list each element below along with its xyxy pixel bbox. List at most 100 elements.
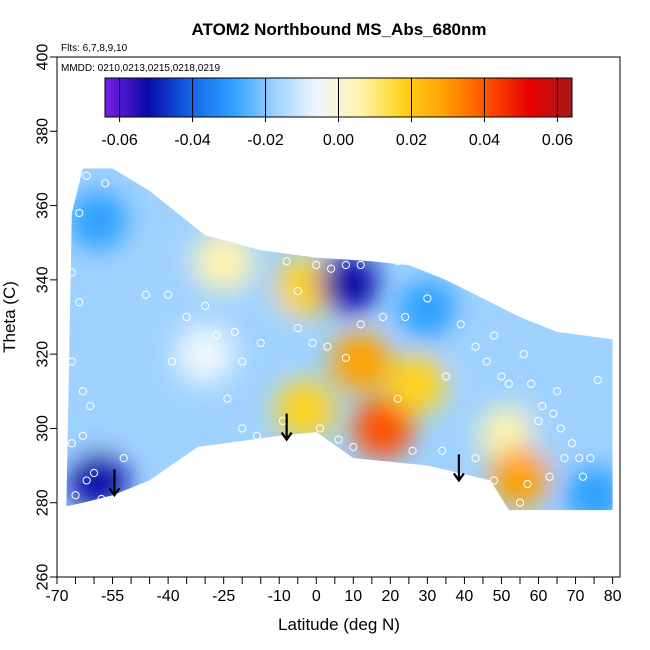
observation-point [78, 431, 88, 440]
observation-point [349, 442, 358, 452]
observation-point [549, 409, 558, 418]
x-tick-label: -70 [45, 588, 68, 605]
x-tick-label: 0 [312, 588, 321, 605]
observation-point [471, 454, 480, 463]
flights-annotation: Flts: 6,7,8,9,10 [61, 43, 128, 54]
heatmap-cell [67, 190, 128, 251]
observation-point [497, 372, 506, 381]
observation-point [586, 454, 595, 463]
dates-annotation: MMDD: 0210,0213,0215,0218,0219 [61, 63, 220, 74]
observation-point [67, 357, 76, 366]
observation-point [78, 387, 88, 396]
x-tick-label: 40 [456, 588, 474, 605]
observation-point [527, 379, 536, 388]
observation-point [71, 168, 80, 177]
x-tick-label: -55 [101, 588, 124, 605]
y-tick-label: 280 [35, 489, 52, 516]
y-tick-label: 320 [35, 341, 52, 368]
observation-point [545, 472, 554, 481]
observation-point [67, 268, 76, 277]
observation-point [523, 480, 532, 489]
observation-point [256, 338, 265, 348]
x-tick-label: 20 [381, 588, 399, 605]
y-tick-label: 260 [35, 564, 52, 591]
observation-point [312, 260, 321, 270]
colorbar-tick-label: 0.02 [396, 132, 427, 149]
observation-point [223, 394, 232, 403]
observation-point [441, 372, 451, 381]
observation-point [252, 431, 262, 440]
observation-point [356, 320, 365, 329]
observation-point [230, 327, 239, 336]
x-tick-label: -40 [157, 588, 180, 605]
down-arrow-icon [280, 413, 293, 442]
x-tick-label: -25 [212, 588, 235, 605]
observation-point [119, 454, 128, 463]
heatmap-cell [538, 324, 599, 385]
observation-point [75, 208, 84, 218]
observation-point [308, 338, 317, 348]
observation-point [534, 416, 543, 426]
observation-point [515, 498, 525, 507]
observation-point [489, 476, 499, 485]
x-tick-label: 80 [604, 588, 622, 605]
heatmap-cell [230, 287, 291, 347]
heatmap-cell [275, 379, 336, 440]
observation-point [293, 324, 302, 333]
heatmap-cell [66, 398, 117, 459]
heatmap-cell [489, 446, 550, 507]
observation-point [293, 286, 302, 296]
heatmap-features [66, 190, 613, 511]
x-tick-label: 50 [493, 588, 511, 605]
observation-point [552, 387, 562, 396]
observation-point [578, 472, 588, 481]
observation-point [393, 257, 402, 266]
observation-point [201, 301, 210, 310]
observation-point [341, 260, 351, 270]
observation-point [471, 342, 480, 351]
observation-point [608, 509, 617, 518]
observation-point [238, 424, 247, 433]
observation-point [182, 312, 191, 322]
observation-point [315, 424, 325, 433]
colorbar-tick-label: -0.02 [247, 132, 284, 149]
observation-point [238, 357, 247, 366]
observation-point [334, 435, 343, 444]
observation-point [456, 320, 465, 329]
observation-point [164, 290, 173, 299]
y-axis: 260 280 300 320 340 360 380 400 [35, 44, 57, 591]
observation-point [71, 491, 80, 500]
observation-point [141, 290, 150, 299]
heatmap-layer [66, 168, 613, 511]
x-axis-label: Latitude (deg N) [278, 615, 400, 634]
heatmap-cell [67, 450, 128, 511]
y-tick-label: 300 [35, 415, 52, 442]
heatmap-cell [397, 279, 458, 340]
heatmap-cell [452, 316, 513, 377]
heatmap-cell [66, 287, 125, 347]
observation-point [408, 446, 417, 455]
colorbar-tick-label: -0.06 [101, 132, 138, 149]
colorbar-tick-label: 0.04 [469, 132, 500, 149]
observation-point [167, 357, 176, 366]
observation-point [89, 468, 99, 478]
heatmap-cell [352, 398, 413, 459]
x-tick-label: 30 [418, 588, 436, 605]
y-tick-label: 380 [35, 118, 52, 145]
observation-point [101, 179, 110, 188]
observation-point [393, 394, 402, 403]
observation-point [556, 424, 565, 433]
down-arrow-icon [108, 469, 121, 498]
heatmap-cell [330, 331, 391, 392]
heatmap-cell [386, 353, 447, 414]
heatmap-cell [138, 249, 199, 310]
colorbar-tick-label: -0.04 [174, 132, 211, 149]
observation-point [67, 439, 76, 448]
x-tick-label: 70 [567, 588, 585, 605]
observation-point [356, 260, 365, 270]
observation-point [519, 350, 528, 359]
observation-point [97, 494, 106, 504]
arrow-layer [108, 413, 465, 498]
down-arrow-icon [452, 454, 465, 483]
observation-point [378, 312, 388, 322]
